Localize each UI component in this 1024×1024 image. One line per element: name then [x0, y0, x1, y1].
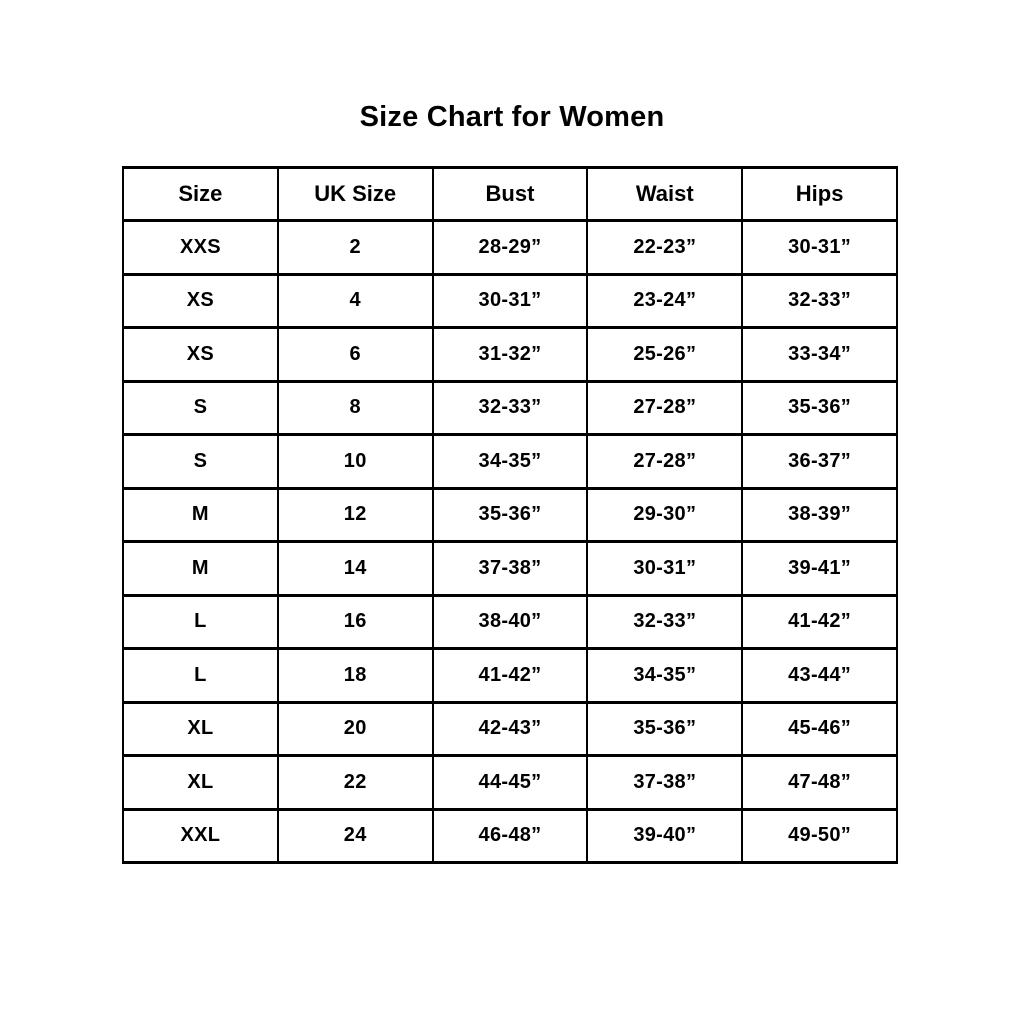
table-row: S 8 32-33” 27-28” 35-36” — [122, 379, 898, 436]
column-header: Size — [122, 166, 279, 222]
table-cell: 44-45” — [431, 754, 589, 811]
column-header: Hips — [741, 166, 898, 222]
table-cell: 27-28” — [586, 379, 744, 436]
table-cell: XL — [122, 700, 279, 757]
table-cell: XXS — [122, 219, 279, 276]
table-cell: 23-24” — [586, 272, 744, 329]
table-cell: 30-31” — [586, 540, 744, 597]
table-cell: 41-42” — [741, 593, 898, 650]
table-cell: 34-35” — [431, 433, 589, 490]
table-cell: 46-48” — [431, 807, 589, 864]
table-cell: 35-36” — [741, 379, 898, 436]
table-cell: 4 — [276, 272, 434, 329]
table-cell: 28-29” — [431, 219, 589, 276]
table-body: XXS 2 28-29” 22-23” 30-31” XS 4 30-31” 23-24” 32-… — [122, 219, 898, 864]
table-cell: 20 — [276, 700, 434, 757]
table-cell: 34-35” — [586, 647, 744, 704]
table-cell: M — [122, 486, 279, 543]
table-cell: 8 — [276, 379, 434, 436]
table-cell: 47-48” — [741, 754, 898, 811]
table-cell: 38-39” — [741, 486, 898, 543]
table-cell: XL — [122, 754, 279, 811]
table-cell: 32-33” — [586, 593, 744, 650]
table-cell: XS — [122, 272, 279, 329]
header-row: Size UK Size Bust Waist Hips — [122, 166, 898, 222]
table-cell: 49-50” — [741, 807, 898, 864]
table-cell: 32-33” — [431, 379, 589, 436]
table-row: L 18 41-42” 34-35” 43-44” — [122, 647, 898, 704]
table-header: Size UK Size Bust Waist Hips — [122, 166, 898, 222]
table-cell: 27-28” — [586, 433, 744, 490]
table-cell: XXL — [122, 807, 279, 864]
column-header: Waist — [586, 166, 744, 222]
table-cell: 37-38” — [586, 754, 744, 811]
table-cell: 36-37” — [741, 433, 898, 490]
column-header: Bust — [431, 166, 589, 222]
table-cell: 22-23” — [586, 219, 744, 276]
table-cell: M — [122, 540, 279, 597]
table-cell: 31-32” — [431, 326, 589, 383]
table-row: S 10 34-35” 27-28” 36-37” — [122, 433, 898, 490]
size-chart-table: Size UK Size Bust Waist Hips XXS 2 28-29” 22-23… — [122, 166, 898, 864]
table-cell: 32-33” — [741, 272, 898, 329]
table-row: XS 6 31-32” 25-26” 33-34” — [122, 326, 898, 383]
table-cell: 39-41” — [741, 540, 898, 597]
table-cell: 14 — [276, 540, 434, 597]
table-cell: 29-30” — [586, 486, 744, 543]
table-cell: XS — [122, 326, 279, 383]
table-cell: 30-31” — [741, 219, 898, 276]
table-cell: 41-42” — [431, 647, 589, 704]
table-cell: S — [122, 379, 279, 436]
table-cell: 24 — [276, 807, 434, 864]
table-cell: 18 — [276, 647, 434, 704]
table-cell: 12 — [276, 486, 434, 543]
table-cell: 30-31” — [431, 272, 589, 329]
table-cell: 22 — [276, 754, 434, 811]
table-cell: 2 — [276, 219, 434, 276]
column-header: UK Size — [276, 166, 434, 222]
table-cell: 35-36” — [431, 486, 589, 543]
table-cell: 6 — [276, 326, 434, 383]
table-row: L 16 38-40” 32-33” 41-42” — [122, 593, 898, 650]
table-cell: 16 — [276, 593, 434, 650]
table-cell: 25-26” — [586, 326, 744, 383]
table-cell: 33-34” — [741, 326, 898, 383]
table-cell: 43-44” — [741, 647, 898, 704]
table-row: XXL 24 46-48” 39-40” 49-50” — [122, 807, 898, 864]
table-row: M 12 35-36” 29-30” 38-39” — [122, 486, 898, 543]
table-cell: 35-36” — [586, 700, 744, 757]
table-cell: 37-38” — [431, 540, 589, 597]
table-row: XL 20 42-43” 35-36” 45-46” — [122, 700, 898, 757]
table-row: XS 4 30-31” 23-24” 32-33” — [122, 272, 898, 329]
table-row: M 14 37-38” 30-31” 39-41” — [122, 540, 898, 597]
table-cell: 10 — [276, 433, 434, 490]
table-row: XL 22 44-45” 37-38” 47-48” — [122, 754, 898, 811]
table-cell: 45-46” — [741, 700, 898, 757]
table-row: XXS 2 28-29” 22-23” 30-31” — [122, 219, 898, 276]
table-cell: 38-40” — [431, 593, 589, 650]
page-title: Size Chart for Women — [359, 101, 665, 133]
table-cell: L — [122, 647, 279, 704]
table-cell: 42-43” — [431, 700, 589, 757]
table-cell: 39-40” — [586, 807, 744, 864]
table-cell: L — [122, 593, 279, 650]
table-cell: S — [122, 433, 279, 490]
